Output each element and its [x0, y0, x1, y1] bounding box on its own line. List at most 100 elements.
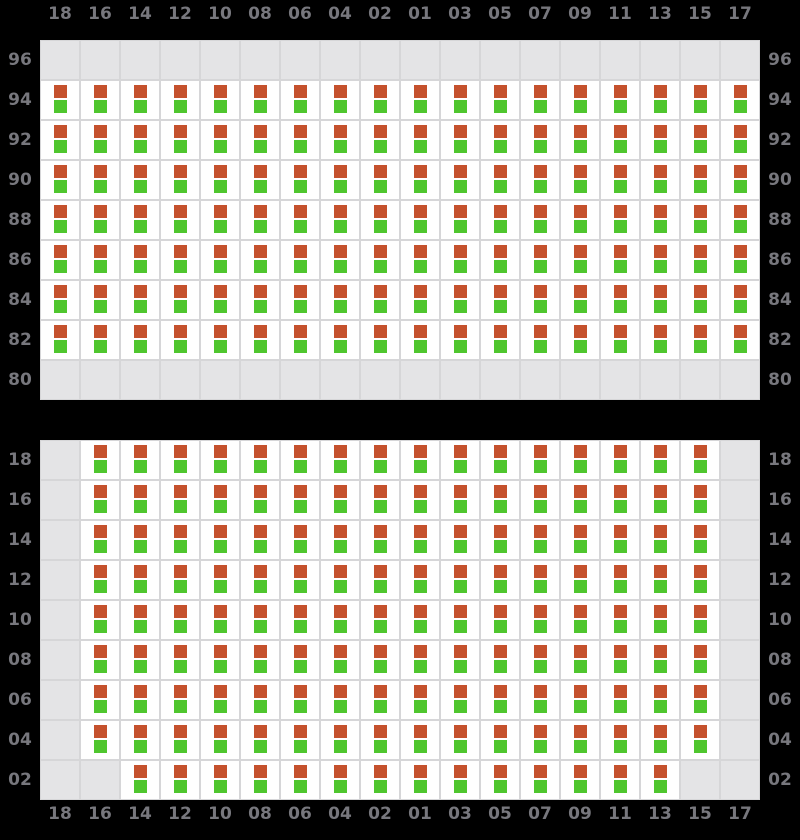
seat-cell[interactable] — [200, 600, 240, 640]
seat-cell[interactable] — [480, 280, 520, 320]
seat-cell[interactable] — [80, 520, 120, 560]
seat-cell[interactable] — [80, 280, 120, 320]
seat-cell[interactable] — [200, 560, 240, 600]
seat-cell[interactable] — [280, 560, 320, 600]
seat-cell[interactable] — [360, 600, 400, 640]
seat-cell[interactable] — [280, 640, 320, 680]
seat-cell[interactable] — [240, 760, 280, 800]
seat-cell[interactable] — [720, 240, 760, 280]
seat-cell[interactable] — [80, 440, 120, 480]
seat-cell[interactable] — [40, 80, 80, 120]
seat-cell[interactable] — [360, 480, 400, 520]
seat-cell[interactable] — [400, 560, 440, 600]
seat-cell[interactable] — [320, 720, 360, 760]
seat-cell[interactable] — [360, 680, 400, 720]
seat-cell[interactable] — [560, 80, 600, 120]
seat-cell[interactable] — [440, 520, 480, 560]
seat-cell[interactable] — [440, 80, 480, 120]
seat-cell[interactable] — [320, 760, 360, 800]
seat-cell[interactable] — [200, 160, 240, 200]
seat-cell[interactable] — [520, 160, 560, 200]
seat-cell[interactable] — [400, 680, 440, 720]
seat-cell[interactable] — [240, 280, 280, 320]
seat-cell[interactable] — [80, 80, 120, 120]
seat-cell[interactable] — [160, 680, 200, 720]
seat-cell[interactable] — [440, 480, 480, 520]
seat-cell[interactable] — [720, 320, 760, 360]
seat-cell[interactable] — [280, 440, 320, 480]
seat-cell[interactable] — [80, 160, 120, 200]
seat-cell[interactable] — [720, 200, 760, 240]
seat-cell[interactable] — [640, 480, 680, 520]
seat-cell[interactable] — [560, 120, 600, 160]
seat-cell[interactable] — [480, 440, 520, 480]
seat-cell[interactable] — [680, 480, 720, 520]
seat-cell[interactable] — [560, 200, 600, 240]
seat-cell[interactable] — [320, 440, 360, 480]
seat-cell[interactable] — [240, 200, 280, 240]
seat-cell[interactable] — [440, 560, 480, 600]
seat-cell[interactable] — [600, 600, 640, 640]
seat-cell[interactable] — [120, 520, 160, 560]
seat-cell[interactable] — [640, 600, 680, 640]
seat-cell[interactable] — [480, 120, 520, 160]
seat-cell[interactable] — [40, 280, 80, 320]
seat-cell[interactable] — [200, 80, 240, 120]
seat-cell[interactable] — [120, 640, 160, 680]
seat-cell[interactable] — [200, 720, 240, 760]
seat-cell[interactable] — [200, 280, 240, 320]
seat-cell[interactable] — [480, 560, 520, 600]
seat-cell[interactable] — [480, 160, 520, 200]
seat-cell[interactable] — [280, 600, 320, 640]
seat-cell[interactable] — [440, 640, 480, 680]
seat-cell[interactable] — [480, 240, 520, 280]
seat-cell[interactable] — [560, 440, 600, 480]
seat-cell[interactable] — [560, 240, 600, 280]
seat-cell[interactable] — [720, 120, 760, 160]
seat-cell[interactable] — [640, 200, 680, 240]
seat-cell[interactable] — [160, 760, 200, 800]
seat-cell[interactable] — [640, 120, 680, 160]
seat-cell[interactable] — [120, 560, 160, 600]
seat-cell[interactable] — [40, 240, 80, 280]
seat-cell[interactable] — [280, 120, 320, 160]
seat-cell[interactable] — [280, 280, 320, 320]
seat-cell[interactable] — [200, 760, 240, 800]
seat-cell[interactable] — [240, 440, 280, 480]
seat-cell[interactable] — [280, 760, 320, 800]
seat-cell[interactable] — [680, 600, 720, 640]
seat-cell[interactable] — [600, 280, 640, 320]
seat-cell[interactable] — [160, 440, 200, 480]
seat-cell[interactable] — [360, 160, 400, 200]
seat-cell[interactable] — [560, 480, 600, 520]
seat-cell[interactable] — [480, 600, 520, 640]
seat-cell[interactable] — [400, 200, 440, 240]
seat-cell[interactable] — [480, 760, 520, 800]
seat-cell[interactable] — [440, 320, 480, 360]
seat-cell[interactable] — [520, 440, 560, 480]
seat-cell[interactable] — [680, 320, 720, 360]
seat-cell[interactable] — [160, 480, 200, 520]
seat-cell[interactable] — [680, 640, 720, 680]
seat-cell[interactable] — [400, 600, 440, 640]
seat-cell[interactable] — [200, 200, 240, 240]
seat-cell[interactable] — [360, 440, 400, 480]
seat-cell[interactable] — [120, 440, 160, 480]
seat-cell[interactable] — [240, 520, 280, 560]
seat-cell[interactable] — [400, 480, 440, 520]
seat-cell[interactable] — [320, 640, 360, 680]
seat-cell[interactable] — [240, 320, 280, 360]
seat-cell[interactable] — [400, 640, 440, 680]
seat-cell[interactable] — [160, 720, 200, 760]
seat-cell[interactable] — [680, 120, 720, 160]
seat-cell[interactable] — [400, 80, 440, 120]
seat-cell[interactable] — [440, 440, 480, 480]
seat-cell[interactable] — [80, 120, 120, 160]
seat-cell[interactable] — [560, 640, 600, 680]
seat-cell[interactable] — [560, 160, 600, 200]
seat-cell[interactable] — [120, 240, 160, 280]
seat-cell[interactable] — [320, 560, 360, 600]
seat-cell[interactable] — [600, 760, 640, 800]
seat-cell[interactable] — [280, 200, 320, 240]
seat-cell[interactable] — [160, 200, 200, 240]
